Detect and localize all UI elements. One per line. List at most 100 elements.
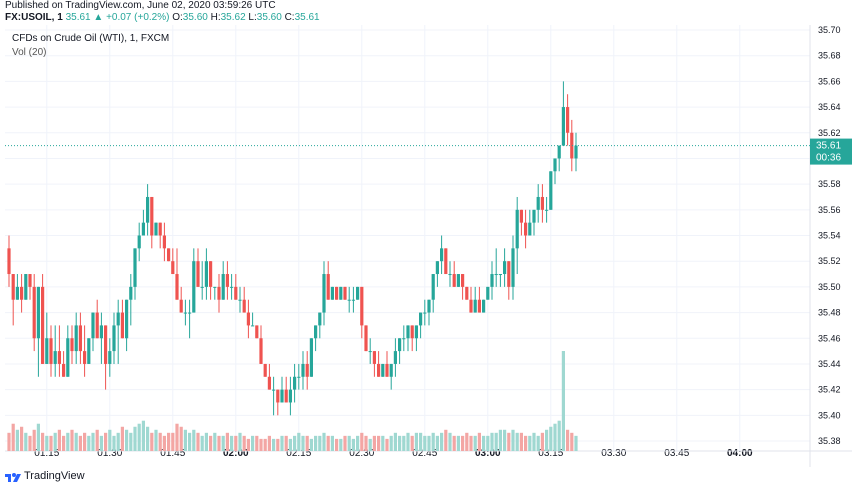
volume-bar	[427, 435, 431, 451]
volume-bar	[377, 435, 381, 451]
open-value: 35.60	[182, 12, 208, 23]
volume-bar	[196, 432, 200, 451]
candle-body	[393, 351, 397, 364]
candle-body	[503, 261, 507, 275]
candle-body	[528, 222, 532, 236]
chart-area[interactable]: 35.7035.6835.6635.6435.6235.6035.5835.56…	[5, 25, 852, 467]
x-tick-label: 03:00	[475, 448, 501, 459]
y-tick-label: 35.58	[818, 179, 841, 189]
volume-bar	[410, 435, 414, 451]
volume-bar	[162, 435, 166, 451]
candle-body	[389, 363, 393, 377]
candle-body	[423, 312, 427, 314]
last-price-tag-label: 35.61	[816, 141, 841, 152]
candle-body	[545, 209, 549, 211]
candle-body	[78, 325, 82, 352]
candle-body	[221, 274, 225, 300]
symbol-label[interactable]: FX:USOIL, 1	[5, 12, 63, 23]
volume-bar	[356, 435, 360, 451]
volume-bar	[494, 432, 498, 451]
candle-body	[32, 286, 36, 339]
candle-body	[314, 325, 318, 339]
volume-bar	[381, 435, 385, 451]
volume-bar	[74, 432, 78, 451]
x-tick-label: 01:30	[97, 448, 122, 459]
close-value: 35.61	[294, 12, 320, 23]
candle-body	[293, 376, 297, 390]
volume-bar	[440, 432, 444, 451]
volume-bar	[393, 432, 397, 451]
volume-bar	[104, 432, 108, 451]
volume-bar	[536, 435, 540, 451]
y-tick-label: 35.38	[818, 436, 841, 446]
candle-body	[410, 325, 414, 339]
volume-bar	[524, 435, 528, 451]
countdown-label: 00:36	[816, 153, 841, 164]
y-tick-label: 35.56	[818, 205, 841, 215]
volume-bar	[78, 435, 82, 451]
candle-body	[351, 299, 355, 301]
x-tick-label: 04:00	[727, 448, 753, 459]
candle-body	[557, 145, 561, 159]
volume-bar	[326, 435, 330, 451]
volume-bar	[330, 435, 334, 451]
candle-body	[276, 389, 280, 403]
x-tick-label: 02:45	[412, 448, 437, 459]
volume-bar	[507, 432, 511, 451]
candle-body	[524, 222, 528, 236]
candle-body	[280, 389, 284, 403]
candle-body	[456, 274, 460, 287]
y-tick-label: 35.62	[818, 128, 841, 138]
candle-body	[322, 274, 326, 313]
candle-body	[477, 299, 481, 313]
candle-body	[83, 351, 87, 364]
candle-body	[112, 325, 116, 352]
x-tick-label: 03:30	[601, 448, 626, 459]
last-price-tag	[810, 138, 852, 165]
candle-body	[435, 261, 439, 275]
volume-bar	[272, 438, 276, 451]
volume-bar	[398, 435, 402, 451]
volume-bar	[57, 429, 61, 451]
candle-body	[549, 171, 553, 210]
candle-body	[200, 286, 204, 288]
volume-bar	[41, 432, 45, 451]
candle-body	[150, 196, 154, 236]
candle-body	[301, 363, 305, 377]
volume-bar	[557, 420, 561, 451]
volume-bar	[402, 435, 406, 451]
volume-bar	[15, 429, 19, 451]
candle-body	[377, 363, 381, 377]
volume-bar	[318, 435, 322, 451]
volume-bar	[406, 432, 410, 451]
candle-body	[209, 261, 213, 287]
candle-body	[192, 261, 196, 313]
candle-body	[87, 338, 91, 364]
volume-bar	[461, 435, 465, 451]
candle-body	[507, 261, 511, 287]
candle-body	[385, 363, 389, 377]
x-tick-label: 03:15	[538, 448, 563, 459]
volume-bar	[490, 432, 494, 451]
candle-body	[53, 351, 57, 364]
volume-bar	[238, 432, 242, 451]
candle-body	[339, 286, 343, 300]
candle-body	[154, 222, 158, 236]
candle-body	[108, 351, 112, 364]
volume-bar	[112, 435, 116, 451]
candle-body	[175, 274, 179, 300]
candle-body	[104, 325, 108, 364]
volume-bar	[532, 432, 536, 451]
candle-body	[137, 235, 141, 249]
volume-bar	[284, 435, 288, 451]
volume-bar	[423, 435, 427, 451]
volume-bar	[364, 435, 368, 451]
volume-bar	[188, 432, 192, 451]
candle-body	[427, 299, 431, 313]
volume-bar	[234, 435, 238, 451]
volume-bar	[175, 423, 179, 451]
candle-body	[225, 274, 229, 287]
candle-body	[536, 196, 540, 210]
y-tick-label: 35.50	[818, 282, 841, 292]
price-chart[interactable]: 35.7035.6835.6635.6435.6235.6035.5835.56…	[5, 25, 852, 467]
